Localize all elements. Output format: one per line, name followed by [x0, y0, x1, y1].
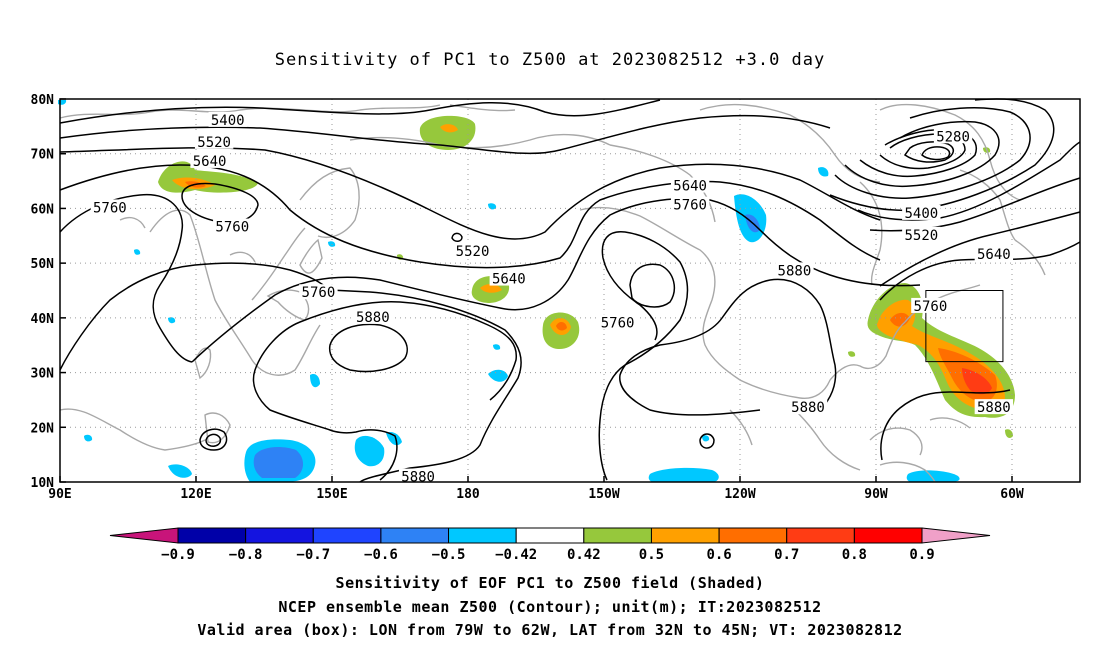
contour-label: 5520: [904, 228, 938, 244]
colorbar-label: −0.42: [495, 547, 537, 563]
colorbar-swatch: [650, 527, 720, 544]
colorbar-swatch: [786, 527, 855, 544]
colorbar-label: −0.7: [296, 547, 330, 563]
contour-label: 5400: [211, 113, 245, 129]
lat-tick-label: 70N: [31, 148, 55, 163]
contour-label-bg: [213, 218, 252, 234]
contour-label: 5640: [673, 179, 707, 195]
contour-label-bg: [788, 399, 828, 415]
colorbar-label: −0.6: [364, 547, 398, 563]
contour-label: 5760: [601, 315, 635, 331]
contour-label-bg: [670, 177, 710, 193]
shade-arctic: [419, 115, 476, 150]
contour-label: 5880: [791, 400, 825, 416]
colorbar-label: 0.9: [909, 547, 934, 563]
contour-label-bg: [902, 204, 941, 220]
lon-tick-label: 150W: [588, 487, 619, 502]
contour-label-bg: [453, 243, 492, 259]
contour-label: 5760: [93, 200, 127, 216]
contour-label-bg: [194, 133, 234, 149]
colorbar-high-triangle: [921, 527, 991, 544]
lat-tick-label: 40N: [31, 312, 55, 327]
colorbar-label: −0.8: [229, 547, 263, 563]
colorbar-swatch: [853, 527, 923, 544]
contour-label: 5760: [914, 299, 948, 315]
colorbar-swatch: [718, 527, 788, 544]
colorbar-low-triangle: [109, 527, 179, 544]
contour-label: 5760: [302, 285, 336, 301]
contour-label-bg: [299, 284, 338, 300]
colorbar-swatch: [448, 527, 517, 544]
colorbar-label: 0.7: [774, 547, 799, 563]
lon-tick-label: 150E: [316, 487, 347, 502]
lon-tick-label: 180: [456, 487, 480, 502]
contour-label-bg: [353, 308, 392, 324]
lon-tick-label: 120E: [180, 487, 211, 502]
contour-label: 5880: [401, 470, 435, 486]
contour-label-bg: [190, 152, 229, 168]
colorbar-label: −0.5: [432, 547, 466, 563]
colorbar-label: 0.8: [842, 547, 867, 563]
contour-label-bg: [208, 111, 247, 127]
colorbar-swatch: [583, 527, 652, 544]
colorbar-label: 0.6: [706, 547, 731, 563]
contour-label: 5880: [977, 400, 1011, 416]
lat-tick-label: 30N: [31, 367, 55, 382]
contour-label-bg: [974, 399, 1014, 415]
colorbar: −0.9 −0.8 −0.7 −0.6 −0.5 −0.42 0.42 0.5 0.6 0.7 0.…: [109, 527, 991, 563]
lat-tick-label: 50N: [31, 257, 55, 272]
colorbar-swatch: [177, 527, 247, 544]
caption-line-3: Valid area (box): LON from 79W to 62W, L…: [197, 621, 903, 639]
coastlines: [59, 103, 1046, 483]
contour-label: 5280: [936, 129, 970, 145]
lat-tick-label: 20N: [31, 421, 55, 436]
contour-label-bg: [670, 196, 710, 212]
valid-area-box: [925, 290, 1004, 363]
lon-tick-label: 120W: [724, 487, 755, 502]
contour-label: 5640: [193, 154, 227, 170]
contour-label-bg: [775, 262, 814, 278]
lon-tick-label: 90W: [864, 487, 888, 502]
lat-tick-label: 60N: [31, 202, 55, 217]
contour-label: 5760: [215, 220, 249, 236]
lat-tick-label: 80N: [31, 93, 55, 108]
contour-label-bg: [902, 226, 941, 242]
contour-label-bg: [398, 468, 438, 484]
colorbar-swatch: [312, 527, 382, 544]
map-title: Sensitivity of PC1 to Z500 at 2023082512…: [274, 50, 826, 70]
contour-label-bg: [974, 245, 1014, 261]
contour-label: 5640: [977, 247, 1011, 263]
contour-label-bg: [489, 270, 528, 286]
contour-label: 5880: [356, 310, 390, 326]
colorbar-swatch: [515, 527, 585, 544]
colorbar-label: 0.5: [639, 547, 664, 563]
contour-label-bg: [933, 128, 973, 144]
lat-tick-label: 10N: [31, 476, 55, 491]
contour-label-bg: [598, 314, 637, 330]
lon-tick-label: 90E: [48, 487, 71, 502]
z500-contours: [59, 98, 1081, 483]
colorbar-swatch: [245, 527, 314, 544]
caption-line-1: Sensitivity of EOF PC1 to Z500 field (Sh…: [335, 574, 765, 592]
colorbar-label: 0.42: [567, 547, 601, 563]
contour-labels: 5400552056405760576057605880552056405760…: [90, 111, 1014, 486]
contour-label-bg: [911, 297, 950, 313]
lon-tick-label: 60W: [1000, 487, 1024, 502]
caption-line-2: NCEP ensemble mean Z500 (Contour); unit(…: [278, 598, 822, 616]
contour-label: 5520: [197, 135, 231, 151]
colorbar-swatch: [380, 527, 450, 544]
contour-label: 5760: [673, 198, 707, 214]
map-frame: [59, 98, 1081, 483]
contour-label: 5880: [778, 263, 812, 279]
contour-label-bg: [90, 199, 130, 215]
contour-label: 5520: [456, 244, 490, 260]
contour-label: 5640: [492, 272, 526, 288]
colorbar-label: −0.9: [161, 547, 195, 563]
contour-label: 5400: [904, 206, 938, 222]
